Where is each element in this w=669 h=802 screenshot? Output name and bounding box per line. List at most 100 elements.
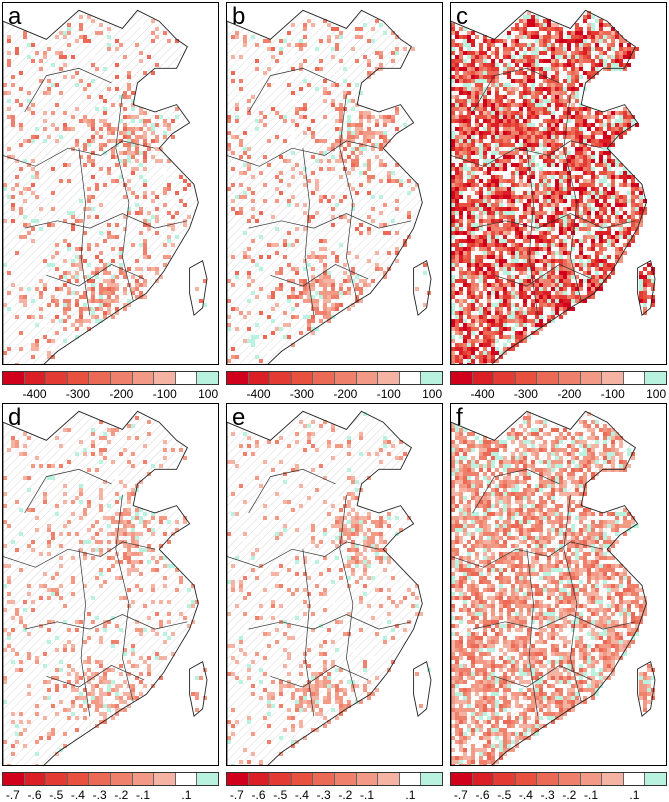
grid-cell: [595, 147, 599, 151]
grid-cell: [559, 231, 563, 235]
grid-cell: [87, 139, 91, 143]
grid-cell: [163, 556, 167, 560]
grid-cell: [239, 143, 243, 147]
grid-cell: [235, 107, 239, 111]
grid-cell: [615, 63, 619, 67]
grid-cell: [403, 239, 407, 243]
grid-cell: [139, 520, 143, 524]
grid-cell: [455, 147, 459, 151]
grid-cell: [603, 23, 607, 27]
grid-cell: [79, 516, 83, 520]
grid-cell: [483, 91, 487, 95]
grid-cell: [543, 199, 547, 203]
grid-cell: [487, 127, 491, 131]
grid-cell: [467, 179, 471, 183]
grid-cell: [575, 299, 579, 303]
grid-cell: [115, 492, 119, 496]
grid-cell: [291, 95, 295, 99]
grid-cell: [155, 135, 159, 139]
map-panel-c: c: [450, 2, 667, 365]
grid-cell: [451, 27, 455, 31]
grid-cell: [611, 127, 615, 131]
grid-cell: [555, 47, 559, 51]
grid-cell: [587, 271, 591, 275]
grid-cell: [583, 211, 587, 215]
grid-cell: [119, 247, 123, 251]
grid-cell: [347, 307, 351, 311]
grid-cell: [455, 307, 459, 311]
grid-cell: [123, 552, 127, 556]
grid-cell: [319, 279, 323, 283]
grid-cell: [491, 135, 495, 139]
grid-cell: [471, 215, 475, 219]
grid-cell: [31, 139, 35, 143]
grid-cell: [467, 235, 471, 239]
grid-cell: [591, 195, 595, 199]
grid-cell: [471, 147, 475, 151]
grid-cell: [359, 111, 363, 115]
grid-cell: [567, 295, 571, 299]
grid-cell: [455, 115, 459, 119]
grid-cell: [383, 135, 387, 139]
grid-cell: [59, 91, 63, 95]
grid-cell: [619, 231, 623, 235]
grid-cell: [191, 600, 195, 604]
grid-cell: [607, 263, 611, 267]
grid-cell: [79, 247, 83, 251]
grid-cell: [479, 195, 483, 199]
grid-cell: [547, 163, 551, 167]
grid-cell: [347, 131, 351, 135]
grid-cell: [495, 71, 499, 75]
grid-cell: [575, 187, 579, 191]
grid-cell: [331, 279, 335, 283]
grid-cell: [163, 652, 167, 656]
grid-cell: [503, 347, 507, 351]
grid-cell: [587, 255, 591, 259]
grid-cell: [99, 548, 103, 552]
grid-cell: [487, 323, 491, 327]
grid-cell: [539, 43, 543, 47]
grid-cell: [499, 255, 503, 259]
grid-cell: [459, 291, 463, 295]
grid-cell: [579, 251, 583, 255]
grid-cell: [331, 215, 335, 219]
grid-cell: [167, 127, 171, 131]
grid-cell: [547, 159, 551, 163]
grid-cell: [547, 279, 551, 283]
grid-cell: [295, 311, 299, 315]
grid-cell: [591, 295, 595, 299]
grid-cell: [579, 199, 583, 203]
grid-cell: [531, 15, 535, 19]
grid-cell: [295, 227, 299, 231]
grid-cell: [511, 347, 515, 351]
grid-cell: [491, 155, 495, 159]
grid-cell: [27, 187, 31, 191]
grid-cell: [47, 79, 51, 83]
grid-cell: [143, 155, 147, 159]
grid-cell: [251, 215, 255, 219]
grid-cell: [495, 55, 499, 59]
grid-cell: [571, 123, 575, 127]
grid-cell: [595, 267, 599, 271]
grid-cell: [595, 39, 599, 43]
grid-cell: [311, 283, 315, 287]
grid-cell: [575, 79, 579, 83]
grid-cell: [527, 227, 531, 231]
grid-cell: [71, 243, 75, 247]
grid-cell: [503, 315, 507, 319]
grid-cell: [127, 552, 131, 556]
grid-cell: [91, 452, 95, 456]
grid-cell: [539, 87, 543, 91]
grid-cell: [319, 107, 323, 111]
grid-cell: [159, 115, 163, 119]
grid-cell: [615, 259, 619, 263]
grid-cell: [123, 520, 127, 524]
grid-cell: [523, 199, 527, 203]
grid-cell: [575, 119, 579, 123]
colorbar-ticks: -400 -300 -200 -100 100: [450, 387, 667, 401]
grid-cell: [451, 131, 455, 135]
grid-cell: [603, 203, 607, 207]
grid-cell: [619, 175, 623, 179]
grid-cell: [515, 339, 519, 343]
grid-cell: [479, 271, 483, 275]
